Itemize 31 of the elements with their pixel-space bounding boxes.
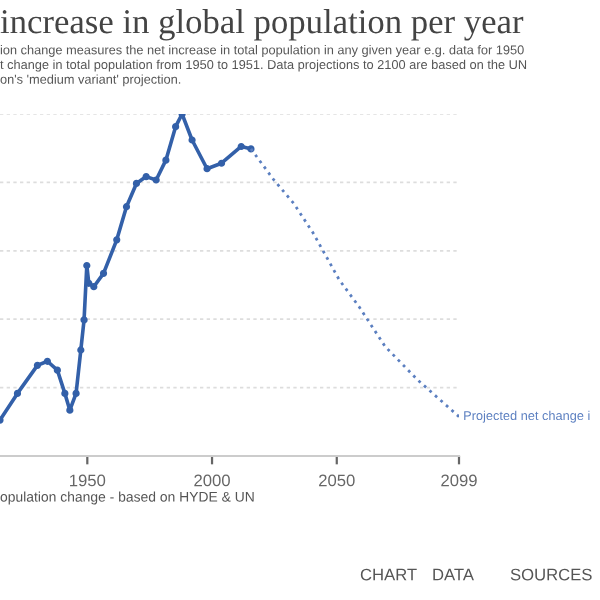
point [83, 261, 91, 270]
point [99, 269, 108, 277]
point [77, 346, 85, 354]
point [217, 159, 226, 167]
x-tick-label: 2050 [319, 474, 355, 487]
x-tick-label: 1950 [70, 474, 106, 487]
point [90, 283, 98, 291]
point [152, 176, 160, 184]
point [122, 203, 131, 211]
point [203, 165, 211, 173]
point [188, 136, 196, 144]
x-tick-label: 2000 [194, 474, 230, 487]
text: SOURCES [510, 568, 592, 581]
point [132, 179, 141, 188]
point [53, 366, 61, 374]
point [80, 316, 88, 324]
chart-title: increase in global population per year [0, 9, 524, 41]
text: DATA [433, 568, 474, 581]
point [162, 156, 170, 164]
point [172, 123, 180, 131]
point [43, 357, 52, 365]
point [33, 361, 42, 369]
point [72, 389, 80, 398]
point [13, 389, 22, 398]
x-tick-label: 2099 [441, 474, 477, 487]
point [237, 142, 245, 151]
point [66, 406, 74, 414]
point [142, 172, 150, 181]
point [61, 389, 69, 398]
point [113, 236, 121, 244]
text: CHART [360, 568, 417, 581]
